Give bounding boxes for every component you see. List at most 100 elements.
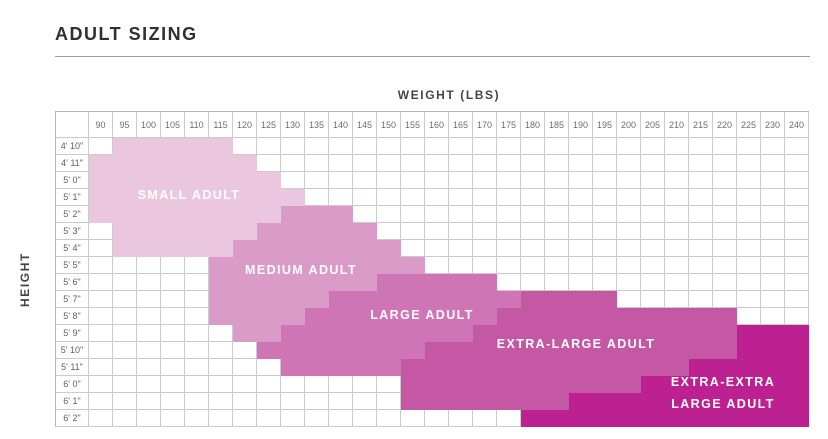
grid-cell-empty [569,223,593,240]
grid-cell-empty [473,138,497,155]
grid-cell-large-adult [305,359,329,376]
grid-cell-extra-large-adult [545,342,569,359]
grid-cell-extra-extra-large-adult [761,393,785,410]
grid-cell-medium-adult [257,308,281,325]
grid-cell-extra-large-adult [497,325,521,342]
grid-cell-empty [209,393,233,410]
grid-cell-empty [89,410,113,427]
grid-cell-empty [497,189,521,206]
grid-cell-empty [89,393,113,410]
grid-cell-extra-large-adult [497,359,521,376]
grid-cell-empty [761,240,785,257]
grid-cell-empty [497,206,521,223]
height-label-cell: 4' 11" [56,155,89,172]
grid-cell-medium-adult [233,274,257,291]
grid-cell-extra-extra-large-adult [785,376,809,393]
grid-cell-large-adult [377,359,401,376]
grid-cell-empty [761,274,785,291]
grid-cell-extra-large-adult [665,325,689,342]
grid-cell-empty [449,410,473,427]
grid-cell-empty [785,172,809,189]
grid-cell-extra-large-adult [425,376,449,393]
small-adult-region-label: SMALL ADULT [137,188,241,203]
grid-cell-empty [449,223,473,240]
grid-cell-empty [137,325,161,342]
grid-cell-extra-large-adult [593,359,617,376]
height-label-cell: 6' 1" [56,393,89,410]
grid-cell-empty [641,257,665,274]
grid-cell-empty [617,138,641,155]
grid-cell-empty [593,189,617,206]
grid-cell-extra-large-adult [641,325,665,342]
grid-cell-empty [113,291,137,308]
grid-cell-empty [377,138,401,155]
grid-cell-empty [305,393,329,410]
grid-cell-extra-large-adult [689,325,713,342]
grid-cell-large-adult [401,291,425,308]
grid-cell-large-adult [401,308,425,325]
grid-cell-medium-adult [281,291,305,308]
grid-cell-small-adult [113,240,137,257]
grid-cell-extra-large-adult [617,359,641,376]
grid-cell-empty [665,291,689,308]
grid-cell-extra-extra-large-adult [785,325,809,342]
grid-cell-empty [713,172,737,189]
weight-header-cell: 180 [521,112,545,138]
grid-cell-medium-adult [257,257,281,274]
grid-cell-extra-extra-large-adult [641,410,665,427]
grid-cell-empty [665,257,689,274]
grid-cell-empty [425,410,449,427]
grid-cell-extra-large-adult [401,376,425,393]
grid-cell-empty [89,325,113,342]
grid-cell-medium-adult [305,257,329,274]
grid-cell-empty [569,274,593,291]
grid-cell-empty [185,274,209,291]
grid-cell-empty [449,138,473,155]
height-label-cell: 5' 10" [56,342,89,359]
grid-cell-empty [521,189,545,206]
grid-cell-small-adult [161,240,185,257]
grid-cell-empty [233,410,257,427]
grid-cell-extra-extra-large-adult [761,376,785,393]
grid-cell-empty [281,138,305,155]
grid-cell-empty [377,172,401,189]
grid-cell-empty [545,155,569,172]
grid-cell-empty [89,257,113,274]
grid-cell-empty [761,155,785,172]
grid-cell-extra-large-adult [617,376,641,393]
grid-cell-extra-large-adult [641,308,665,325]
grid-cell-extra-large-adult [713,325,737,342]
grid-cell-small-adult [185,206,209,223]
grid-cell-extra-large-adult [689,342,713,359]
grid-cell-empty [593,257,617,274]
grid-cell-empty [329,376,353,393]
grid-cell-extra-extra-large-adult [641,376,665,393]
grid-cell-large-adult [305,325,329,342]
grid-cell-extra-large-adult [497,342,521,359]
grid-cell-empty [761,257,785,274]
grid-cell-empty [377,393,401,410]
grid-cell-medium-adult [257,291,281,308]
weight-header-cell: 190 [569,112,593,138]
grid-cell-empty [185,410,209,427]
grid-cell-extra-large-adult [569,325,593,342]
grid-cell-medium-adult [209,291,233,308]
grid-cell-extra-extra-large-adult [713,359,737,376]
grid-cell-empty [785,274,809,291]
grid-cell-small-adult [233,206,257,223]
grid-cell-large-adult [449,291,473,308]
weight-header-cell: 230 [761,112,785,138]
grid-cell-empty [185,325,209,342]
sizing-grid: 90 95 100 105 110 115 120 125 130 135 140 145 150 155… [55,111,809,427]
grid-cell-empty [665,274,689,291]
grid-cell-empty [497,172,521,189]
grid-cell-extra-extra-large-adult [545,410,569,427]
grid-cell-empty [473,257,497,274]
grid-cell-empty [305,155,329,172]
grid-cell-small-adult [137,138,161,155]
grid-cell-large-adult [353,308,377,325]
grid-cell-empty [209,410,233,427]
weight-header-cell: 115 [209,112,233,138]
grid-cell-empty [737,240,761,257]
grid-cell-empty [161,342,185,359]
